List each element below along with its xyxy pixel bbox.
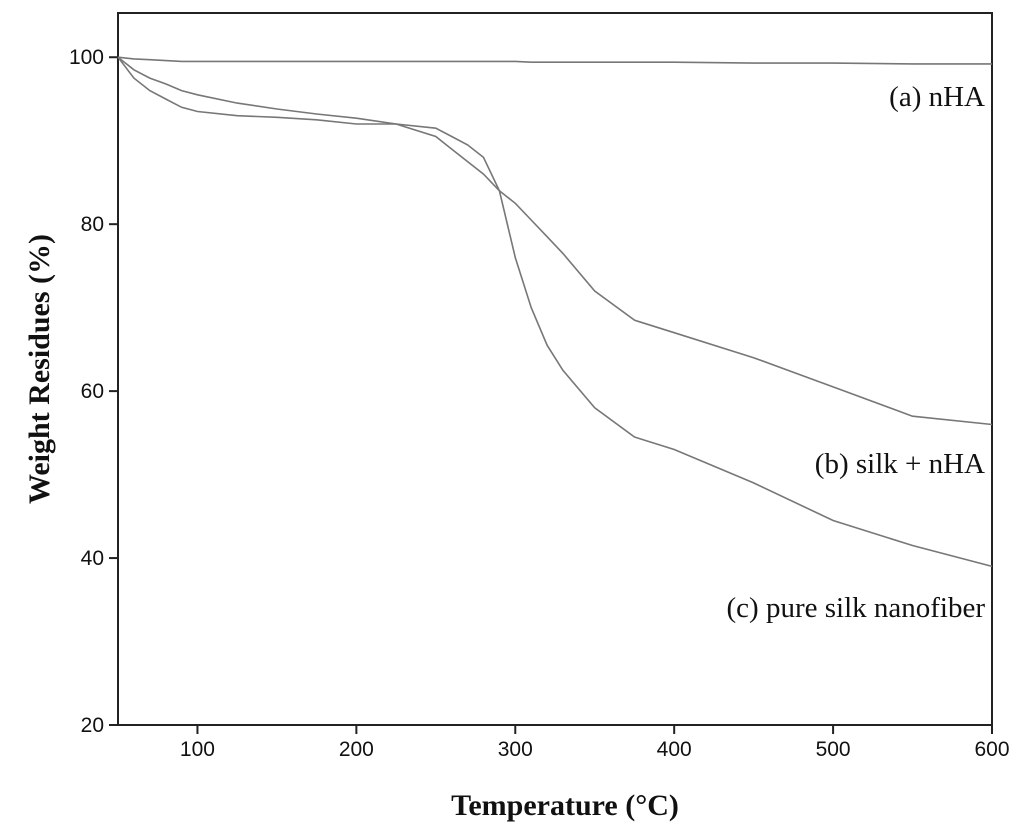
y-tick-label: 20: [81, 714, 104, 737]
series-label: (b) silk + nHA: [815, 448, 985, 480]
x-axis-label: Temperature (°C): [451, 789, 679, 822]
series-label: (a) nHA: [889, 81, 985, 113]
x-tick-label: 500: [816, 738, 851, 761]
y-axis-label: Weight Residues (%): [23, 234, 56, 504]
data-line: [117, 56, 992, 65]
x-tick-label: 400: [657, 738, 692, 761]
y-tick-label: 100: [69, 46, 104, 69]
data-line: [117, 56, 993, 426]
x-tick-label: 600: [974, 738, 1009, 761]
y-tick-label: 80: [81, 213, 104, 236]
data-line: [117, 56, 993, 568]
x-tick-label: 200: [339, 738, 374, 761]
y-tick-label: 40: [81, 547, 104, 570]
x-tick-label: 300: [498, 738, 533, 761]
x-tick-label: 100: [180, 738, 215, 761]
series-label: (c) pure silk nanofiber: [727, 592, 986, 624]
plot-frame: [117, 12, 993, 726]
y-tick-label: 60: [81, 380, 104, 403]
